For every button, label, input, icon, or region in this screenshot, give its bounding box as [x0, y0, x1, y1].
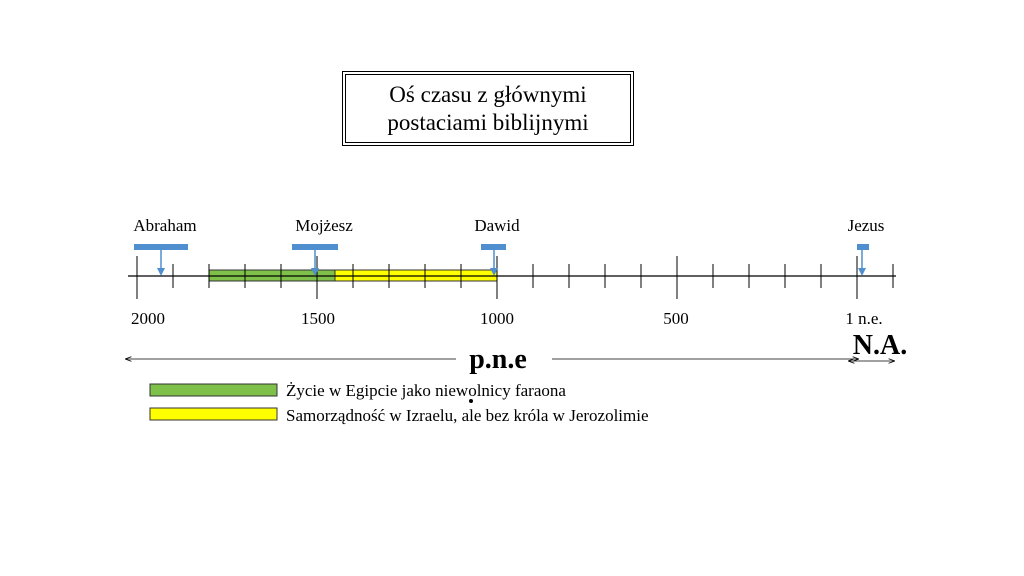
tick-label-1000: 1000 [480, 309, 514, 328]
figure-label-abraham: Abraham [133, 216, 196, 235]
legend-swatch-judges [149, 407, 278, 421]
tick-label-1ne: 1 n.e. [845, 309, 882, 328]
tick-label-500: 500 [663, 309, 689, 328]
title-box: Oś czasu z głównymi postaciami biblijnym… [342, 71, 634, 146]
figure-label-dawid: Dawid [474, 216, 520, 235]
figure-marker-abraham [134, 244, 188, 276]
legend-swatch-egypt [149, 383, 278, 397]
figure-label-jezus: Jezus [848, 216, 885, 235]
axis-ticks [136, 256, 894, 299]
figure-marker-dawid [481, 244, 506, 276]
era-bce-label: p.n.e [469, 344, 527, 375]
figure-marker-jezus [857, 244, 869, 276]
legend-label-judges: Samorządność w Izraelu, ale bez króla w … [286, 406, 649, 425]
slide-title: Oś czasu z głównymi postaciami biblijnym… [387, 81, 589, 135]
figure-marker-mojzesz [292, 244, 338, 276]
legend-label-egypt: Życie w Egipcie jako niewolnicy faraona [286, 381, 566, 400]
figure-label-mojzesz: Mojżesz [295, 216, 353, 235]
era-ce-label: N.A. [853, 330, 907, 361]
stray-dot [469, 399, 473, 403]
tick-label-2000: 2000 [131, 309, 165, 328]
tick-label-1500: 1500 [301, 309, 335, 328]
